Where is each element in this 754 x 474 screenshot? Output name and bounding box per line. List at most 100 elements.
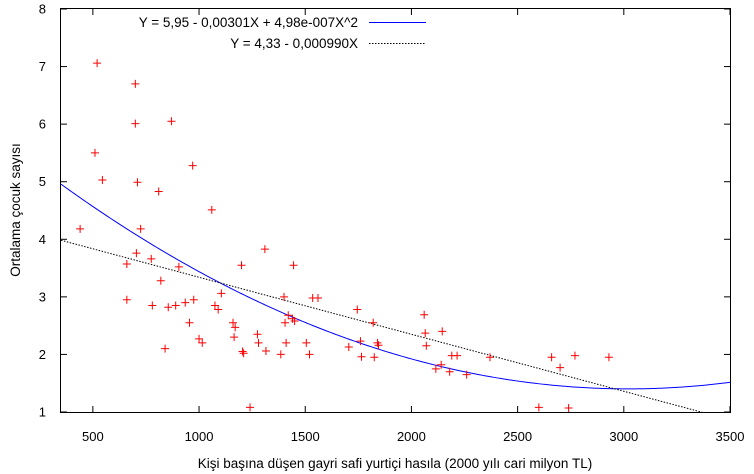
data-point <box>422 341 431 350</box>
data-point <box>185 318 194 327</box>
data-point <box>344 342 353 351</box>
data-point <box>486 353 495 362</box>
data-point <box>154 187 163 196</box>
data-point <box>374 341 383 350</box>
data-point <box>239 349 248 358</box>
data-point <box>302 338 311 347</box>
legend-label-linear: Y = 4,33 - 0,000990X <box>230 36 358 51</box>
data-point <box>284 311 293 320</box>
data-point <box>237 261 246 270</box>
data-point <box>207 205 216 214</box>
x-axis-label: Kişi başına düşen gayri safi yurtiçi has… <box>198 456 592 471</box>
data-point <box>136 224 145 233</box>
data-point <box>564 403 573 412</box>
data-point <box>230 333 239 342</box>
data-point <box>238 347 247 356</box>
data-point <box>181 298 190 307</box>
data-point <box>438 327 447 336</box>
data-point <box>93 59 102 68</box>
data-point <box>547 353 556 362</box>
data-point <box>174 262 183 271</box>
data-point <box>76 224 85 233</box>
y-tick-label: 1 <box>39 405 46 420</box>
data-point <box>210 301 219 310</box>
data-point <box>122 295 131 304</box>
data-point <box>161 344 170 353</box>
linear-fit-line <box>61 239 703 412</box>
data-point <box>147 254 156 263</box>
x-tick-label: 500 <box>82 429 104 444</box>
data-point <box>556 363 565 372</box>
y-tick-label: 4 <box>39 232 46 247</box>
data-point <box>431 364 440 373</box>
data-point <box>188 161 197 170</box>
y-tick-label: 8 <box>39 2 46 17</box>
data-point <box>570 351 579 360</box>
data-point <box>195 334 204 343</box>
ticks-layer: 500 1000 1500 2000 2500 3000 3500 1 2 3 4 5 6 7 8 <box>39 2 745 445</box>
data-point <box>214 305 223 314</box>
y-axis-label: Ortalama çocuk sayısı <box>8 143 23 277</box>
data-point <box>421 329 430 338</box>
points-layer <box>76 59 613 412</box>
data-point <box>604 353 613 362</box>
curves-layer <box>61 183 730 412</box>
data-point <box>356 337 365 346</box>
data-point <box>420 310 429 319</box>
data-point <box>276 350 285 359</box>
data-point <box>148 301 157 310</box>
data-point <box>122 260 131 269</box>
data-point <box>229 318 238 327</box>
data-point <box>133 178 142 187</box>
data-point <box>171 301 180 310</box>
y-tick-label: 5 <box>39 174 46 189</box>
data-point <box>261 346 270 355</box>
data-point <box>253 330 262 339</box>
data-point <box>90 148 99 157</box>
data-point <box>167 117 176 126</box>
x-tick-label: 2000 <box>397 429 426 444</box>
x-tick-label: 1500 <box>291 429 320 444</box>
plot-frame <box>60 8 731 413</box>
data-point <box>246 403 255 412</box>
data-point <box>282 338 291 347</box>
x-tick-label: 3500 <box>716 429 745 444</box>
data-point <box>164 303 173 312</box>
data-point <box>462 370 471 379</box>
data-point <box>453 351 462 360</box>
x-tick-label: 2500 <box>503 429 532 444</box>
data-point <box>131 79 140 88</box>
y-tick-label: 6 <box>39 117 46 132</box>
data-point <box>217 289 226 298</box>
quadratic-fit-line <box>61 183 730 390</box>
y-tick-label: 7 <box>39 59 46 74</box>
data-point <box>370 353 379 362</box>
data-point <box>357 352 366 361</box>
data-point <box>198 338 207 347</box>
legend-label-quadratic: Y = 5,95 - 0,00301X + 4,98e-007X^2 <box>139 15 358 30</box>
data-point <box>289 261 298 270</box>
data-point <box>254 338 263 347</box>
data-point <box>369 318 378 327</box>
data-point <box>313 294 322 303</box>
data-point <box>534 403 543 412</box>
legend: Y = 5,95 - 0,00301X + 4,98e-007X^2 Y = 4,… <box>139 15 426 51</box>
data-point <box>189 295 198 304</box>
data-point <box>231 323 240 332</box>
data-point <box>132 249 141 258</box>
data-point <box>260 245 269 254</box>
data-point <box>280 292 288 301</box>
data-point <box>305 350 314 359</box>
data-point <box>281 318 290 327</box>
data-point <box>98 175 107 184</box>
data-point <box>131 119 140 128</box>
x-tick-label: 3000 <box>609 429 638 444</box>
y-tick-label: 2 <box>39 347 46 362</box>
x-tick-label: 1000 <box>185 429 214 444</box>
y-tick-label: 3 <box>39 289 46 304</box>
data-point <box>437 360 446 369</box>
data-point <box>353 305 362 314</box>
data-point <box>156 276 165 285</box>
data-point <box>445 367 454 376</box>
